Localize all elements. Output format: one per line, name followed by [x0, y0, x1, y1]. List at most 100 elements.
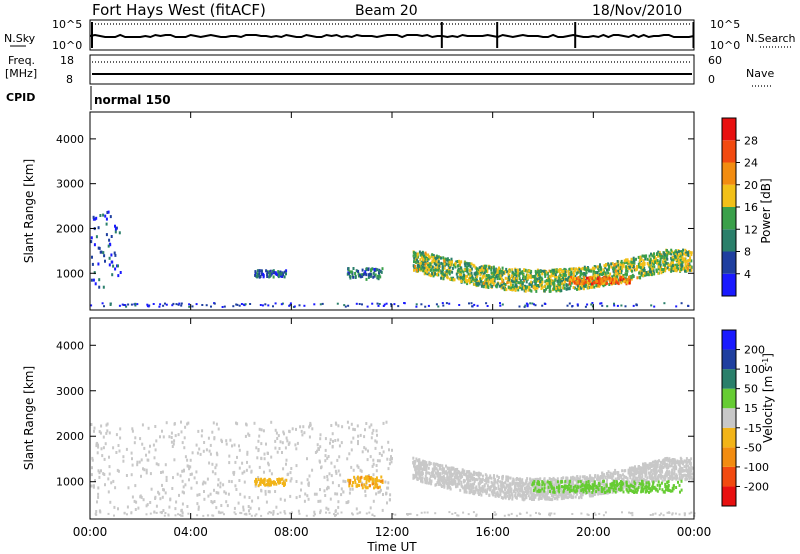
heatmap-cell — [300, 488, 302, 492]
heatmap-cell — [94, 282, 97, 286]
heatmap-cell — [210, 500, 213, 503]
heatmap-cell — [262, 478, 265, 482]
heatmap-cell — [259, 478, 262, 482]
heatmap-cell — [260, 442, 263, 446]
heatmap-cell — [571, 278, 574, 282]
heatmap-cell — [619, 278, 622, 282]
heatmap-cell — [560, 494, 563, 498]
heatmap-cell — [257, 449, 260, 453]
heatmap-cell — [321, 302, 324, 305]
heatmap-cell — [623, 261, 626, 265]
heatmap-cell — [443, 471, 446, 475]
heatmap-cell — [258, 434, 261, 438]
heatmap-cell — [547, 485, 550, 489]
heatmap-cell — [169, 498, 172, 502]
heatmap-cell — [100, 447, 103, 451]
heatmap-cell — [548, 497, 551, 501]
heatmap-cell — [640, 471, 643, 475]
heatmap-cell — [501, 283, 503, 287]
heatmap-cell — [257, 476, 260, 480]
colorbar-swatch — [722, 184, 736, 207]
heatmap-cell — [338, 455, 341, 459]
heatmap-cell — [629, 268, 632, 272]
heatmap-cell — [367, 275, 370, 279]
heatmap-cell — [111, 260, 114, 264]
heatmap-cell — [361, 274, 364, 278]
heatmap-cell — [356, 464, 359, 468]
heatmap-cell — [220, 504, 223, 507]
heatmap-cell — [465, 477, 468, 481]
heatmap-cell — [495, 272, 498, 276]
heatmap-cell — [277, 480, 279, 484]
heatmap-cell — [327, 455, 330, 458]
heatmap-cell — [667, 250, 670, 254]
heatmap-cell — [385, 491, 388, 495]
heatmap-cell — [450, 466, 453, 470]
heatmap-cell — [365, 475, 368, 479]
heatmap-cell — [200, 434, 203, 438]
heatmap-cell — [308, 435, 311, 439]
heatmap-cell — [518, 268, 521, 272]
heatmap-cell — [105, 222, 108, 226]
heatmap-cell — [657, 250, 660, 254]
heatmap-cell — [183, 469, 185, 473]
heatmap-cell — [465, 490, 468, 494]
heatmap-cell — [590, 285, 593, 289]
heatmap-cell — [611, 490, 614, 494]
heatmap-cell — [634, 490, 637, 494]
heatmap-cell — [369, 274, 372, 278]
heatmap-cell — [489, 476, 491, 479]
heatmap-cell — [648, 473, 651, 477]
heatmap-cell — [272, 275, 275, 279]
heatmap-cell — [549, 269, 552, 273]
heatmap-cell — [278, 447, 281, 450]
heatmap-cell — [376, 268, 379, 272]
heatmap-cell — [226, 504, 229, 508]
heatmap-cell — [690, 259, 693, 263]
heatmap-cell — [108, 238, 111, 242]
heatmap-cell — [97, 262, 100, 266]
heatmap-cell — [417, 469, 420, 473]
heatmap-cell — [286, 439, 289, 443]
heatmap-cell — [593, 285, 596, 289]
heatmap-cell — [516, 273, 519, 277]
heatmap-cell — [184, 425, 187, 429]
heatmap-cell — [439, 472, 442, 476]
heatmap-cell — [612, 481, 615, 485]
heatmap-cell — [377, 274, 379, 278]
heatmap-cell — [175, 303, 178, 306]
heatmap-cell — [506, 491, 509, 495]
heatmap-cell — [516, 276, 519, 280]
heatmap-cell — [324, 437, 327, 441]
heatmap-cell — [602, 268, 605, 272]
heatmap-cell — [563, 494, 566, 498]
heatmap-cell — [387, 440, 390, 444]
heatmap-cell — [570, 267, 573, 271]
heatmap-cell — [535, 271, 537, 275]
heatmap-cell — [474, 490, 477, 494]
heatmap-cell — [518, 272, 521, 276]
heatmap-cell — [403, 302, 406, 305]
heatmap-cell — [493, 481, 496, 485]
heatmap-cell — [656, 465, 659, 469]
heatmap-cell — [573, 286, 576, 290]
heatmap-cell — [583, 484, 586, 488]
heatmap-cell — [417, 263, 420, 267]
heatmap-cell — [348, 452, 351, 456]
heatmap-cell — [99, 214, 102, 217]
heatmap-cell — [170, 436, 173, 439]
heatmap-cell — [209, 443, 212, 447]
heatmap-cell — [633, 259, 636, 263]
heatmap-cell — [514, 268, 517, 272]
heatmap-cell — [494, 270, 496, 274]
heatmap-cell — [654, 475, 657, 479]
heatmap-cell — [444, 480, 446, 484]
heatmap-cell — [445, 302, 448, 305]
heatmap-cell — [267, 463, 270, 467]
heatmap-cell — [249, 303, 252, 305]
heatmap-cell — [599, 263, 601, 267]
heatmap-cell — [607, 271, 610, 275]
heatmap-cell — [567, 492, 570, 496]
heatmap-cell — [173, 422, 176, 426]
heatmap-cell — [665, 251, 668, 255]
